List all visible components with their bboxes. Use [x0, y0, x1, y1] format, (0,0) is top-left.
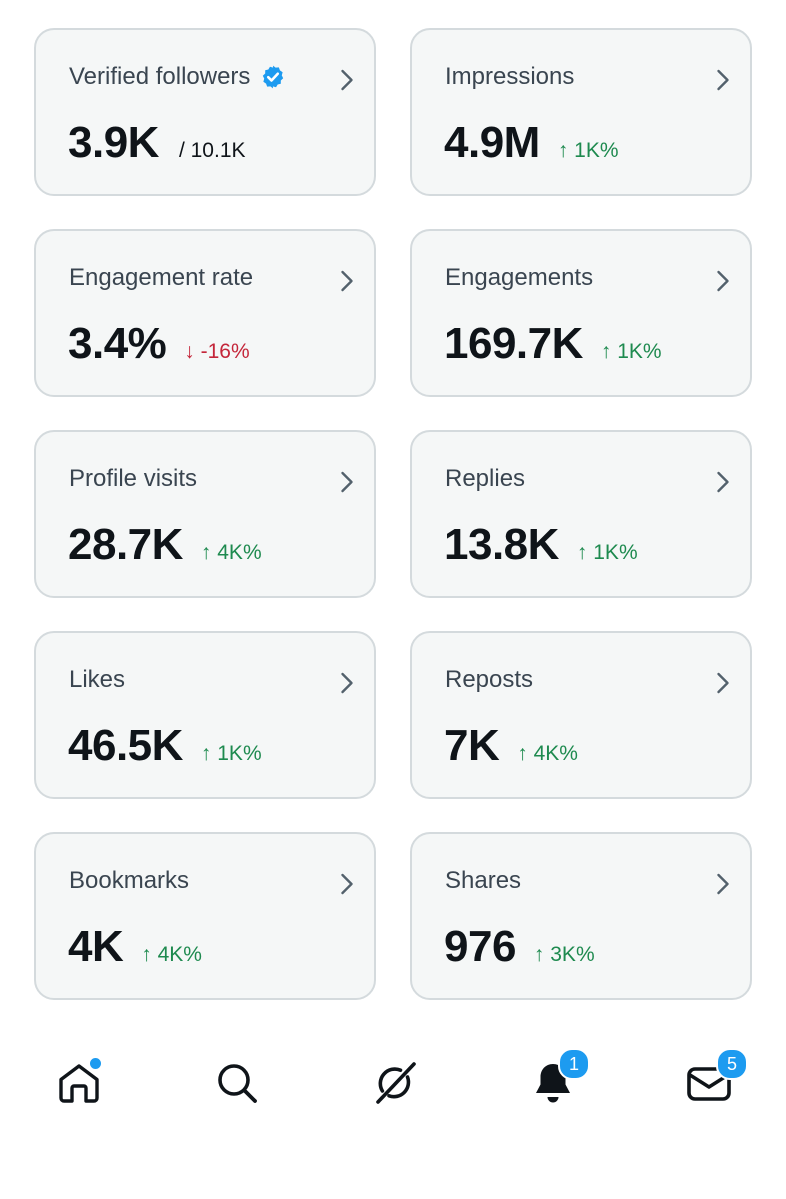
nav-messages[interactable]: 5 — [684, 1048, 748, 1108]
messages-badge: 5 — [716, 1048, 748, 1080]
card-sub-value: / 10.1K — [178, 139, 246, 162]
card-delta: ↑ 1K% — [200, 742, 262, 765]
card-value-row: 3.9K / 10.1K — [68, 118, 246, 168]
chevron-right-icon — [341, 471, 353, 493]
card-value-row: 46.5K ↑ 1K% — [68, 721, 262, 771]
card-label: Profile visits — [69, 465, 198, 492]
notification-badge: 1 — [558, 1048, 590, 1080]
card-delta: ↑ 3K% — [533, 943, 595, 966]
card-label: Impressions — [445, 63, 575, 90]
nav-grok[interactable] — [370, 1058, 420, 1108]
chevron-right-icon — [717, 471, 729, 493]
mail-icon — [687, 1067, 731, 1101]
card-value-row: 7K ↑ 4K% — [444, 721, 578, 771]
nav-home[interactable] — [54, 1056, 104, 1108]
card-delta: ↑ 4K% — [517, 742, 578, 765]
card-value: 3.9K — [68, 118, 159, 167]
card-value: 46.5K — [68, 721, 183, 770]
card-likes[interactable]: Likes 46.5K ↑ 1K% — [34, 631, 376, 799]
card-value: 7K — [444, 721, 500, 770]
home-icon — [59, 1064, 99, 1103]
chevron-right-icon — [717, 270, 729, 292]
verified-badge-icon — [263, 65, 284, 89]
card-value-row: 976 ↑ 3K% — [444, 922, 595, 972]
chevron-right-icon — [717, 69, 729, 91]
card-value: 13.8K — [444, 520, 559, 569]
card-value: 28.7K — [68, 520, 183, 569]
card-engagements[interactable]: Engagements 169.7K ↑ 1K% — [410, 229, 752, 397]
card-engagement-rate[interactable]: Engagement rate 3.4% ↓ -16% — [34, 229, 376, 397]
card-value: 169.7K — [444, 319, 583, 368]
card-value-row: 13.8K ↑ 1K% — [444, 520, 638, 570]
nav-search[interactable] — [212, 1058, 262, 1108]
card-shares[interactable]: Shares 976 ↑ 3K% — [410, 832, 752, 1000]
metrics-grid: Verified followers 3.9K / 10.1K Impressi… — [34, 28, 752, 1000]
card-label: Engagements — [445, 264, 594, 291]
card-label: Shares — [445, 867, 522, 894]
card-value-row: 3.4% ↓ -16% — [68, 319, 250, 369]
chevron-right-icon — [341, 672, 353, 694]
card-value-row: 4K ↑ 4K% — [68, 922, 202, 972]
chevron-right-icon — [341, 873, 353, 895]
chevron-right-icon — [717, 873, 729, 895]
card-delta: ↑ 1K% — [576, 541, 638, 564]
card-delta: ↑ 4K% — [200, 541, 262, 564]
nav-notifications[interactable]: 1 — [528, 1048, 590, 1108]
card-value: 4.9M — [444, 118, 540, 167]
card-value: 3.4% — [68, 319, 167, 368]
card-value-row: 4.9M ↑ 1K% — [444, 118, 619, 168]
card-value: 976 — [444, 922, 516, 971]
chevron-right-icon — [717, 672, 729, 694]
card-label: Likes — [69, 666, 126, 693]
card-label-text: Verified followers — [69, 63, 251, 90]
card-bookmarks[interactable]: Bookmarks 4K ↑ 4K% — [34, 832, 376, 1000]
card-value-row: 28.7K ↑ 4K% — [68, 520, 262, 570]
card-replies[interactable]: Replies 13.8K ↑ 1K% — [410, 430, 752, 598]
card-delta: ↑ 1K% — [557, 139, 619, 162]
card-value-row: 169.7K ↑ 1K% — [444, 319, 662, 369]
chevron-right-icon — [341, 69, 353, 91]
grok-icon — [376, 1062, 416, 1104]
card-impressions[interactable]: Impressions 4.9M ↑ 1K% — [410, 28, 752, 196]
card-label: Bookmarks — [69, 867, 190, 894]
card-profile-visits[interactable]: Profile visits 28.7K ↑ 4K% — [34, 430, 376, 598]
card-delta: ↓ -16% — [184, 340, 250, 363]
card-reposts[interactable]: Reposts 7K ↑ 4K% — [410, 631, 752, 799]
card-delta: ↑ 1K% — [600, 340, 662, 363]
notification-dot — [88, 1056, 103, 1071]
search-icon — [218, 1064, 257, 1103]
card-label: Replies — [445, 465, 526, 492]
chevron-right-icon — [341, 270, 353, 292]
card-value: 4K — [68, 922, 124, 971]
bottom-nav: 1 5 — [0, 1040, 786, 1130]
card-verified-followers[interactable]: Verified followers 3.9K / 10.1K — [34, 28, 376, 196]
card-label: Reposts — [445, 666, 534, 693]
card-label: Engagement rate — [69, 264, 254, 291]
card-label: Verified followers — [69, 63, 286, 91]
card-delta: ↑ 4K% — [141, 943, 202, 966]
